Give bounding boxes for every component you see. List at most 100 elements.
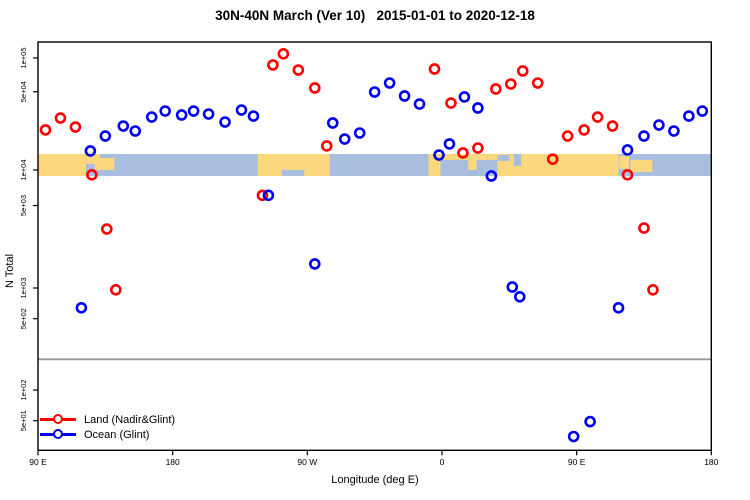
y-tick-label: 5e+01 [19, 410, 28, 431]
map-band-island [630, 159, 653, 173]
data-point-ocean [262, 189, 275, 202]
data-point-ocean [398, 90, 411, 102]
data-point-ocean [653, 119, 665, 131]
data-point-ocean [145, 111, 158, 123]
data-point-land [638, 222, 650, 234]
y-tick-label: 1e+02 [19, 379, 28, 400]
data-point-land [606, 120, 619, 132]
data-point-land [320, 140, 333, 152]
data-point-ocean [187, 105, 200, 117]
data-point-ocean [326, 117, 339, 129]
x-tick-label: 180 [704, 457, 718, 467]
data-point-land [621, 169, 634, 181]
data-point-land [578, 124, 590, 136]
data-point-land [546, 153, 559, 165]
map-band-water [497, 155, 510, 162]
y-axis-title: N Total [4, 253, 16, 288]
data-point-land [54, 112, 67, 124]
data-point-land [267, 59, 279, 71]
data-point-land [256, 189, 269, 202]
data-point-ocean [175, 109, 188, 121]
data-point-land [457, 147, 469, 159]
y-tick-label: 5e+04 [19, 81, 28, 102]
data-point-ocean [338, 133, 351, 145]
data-point-land [101, 223, 113, 235]
data-point-land [516, 65, 529, 77]
map-band-land [257, 153, 330, 176]
data-point-land [591, 111, 604, 123]
data-point-ocean [458, 91, 471, 103]
data-point-land [86, 169, 98, 181]
data-point-ocean [383, 77, 396, 89]
data-point-ocean [159, 105, 171, 117]
chart-title: 30N-40N March (Ver 10) 2015-01-01 to 202… [215, 8, 535, 23]
data-point-land [39, 124, 52, 136]
x-tick-label: 0 [440, 457, 445, 467]
data-point-ocean [99, 130, 112, 142]
data-point-ocean [638, 130, 650, 142]
data-point-land [445, 97, 457, 109]
map-band-island [84, 153, 101, 164]
y-tick-label: 1e+03 [19, 277, 28, 298]
data-point-land [472, 142, 484, 154]
data-point-ocean [513, 290, 526, 303]
data-point-ocean [433, 149, 445, 161]
legend-label-land: Land (Nadir&Glint) [84, 413, 176, 426]
legend-item-land: Land (Nadir&Glint) [40, 412, 175, 427]
data-point-ocean [129, 125, 142, 137]
data-point-land [647, 284, 659, 296]
data-point-ocean [202, 108, 215, 120]
legend-label-ocean: Ocean (Glint) [84, 428, 150, 441]
x-tick-label: 90 E [29, 457, 47, 467]
data-point-ocean [506, 281, 519, 293]
legend: Land (Nadir&Glint) Ocean (Glint) [40, 412, 175, 442]
data-point-land [292, 64, 305, 76]
map-band-water [513, 153, 522, 167]
data-point-land [531, 77, 544, 89]
data-point-ocean [584, 415, 596, 428]
data-point-ocean [696, 105, 709, 117]
x-axis-title: Longitude (deg E) [331, 474, 419, 486]
y-tick-label: 1e+04 [19, 159, 28, 180]
ocean-marker-icon [40, 429, 76, 440]
data-point-ocean [84, 145, 97, 157]
map-band-land [38, 153, 86, 176]
data-point-ocean [485, 170, 498, 182]
data-point-land [561, 130, 574, 142]
data-point-ocean [117, 120, 130, 132]
data-point-land [309, 82, 321, 94]
y-tick-label: 5e+02 [19, 308, 28, 329]
data-point-ocean [219, 116, 231, 128]
data-point-land [505, 78, 517, 90]
data-point-ocean [309, 258, 321, 270]
data-point-ocean [621, 144, 634, 156]
map-band-island [94, 157, 115, 171]
map-band-island [468, 159, 477, 171]
data-point-land [69, 121, 82, 133]
data-point-ocean [75, 301, 88, 314]
data-point-ocean [235, 104, 248, 116]
data-point-ocean [353, 127, 366, 139]
data-point-ocean [368, 86, 381, 98]
y-tick-label: 1e+05 [19, 47, 28, 68]
data-point-land [110, 284, 122, 296]
data-point-ocean [612, 301, 625, 314]
x-tick-label: 90 E [568, 457, 586, 467]
land-marker-icon [40, 414, 76, 425]
data-point-ocean [443, 138, 456, 150]
data-point-ocean [413, 98, 426, 110]
data-point-ocean [683, 110, 695, 122]
data-point-land [428, 63, 441, 75]
x-tick-label: 180 [166, 457, 180, 467]
data-point-ocean [668, 125, 680, 137]
data-point-ocean [567, 430, 580, 443]
data-point-land [490, 83, 502, 95]
map-band-water [281, 170, 305, 176]
legend-item-ocean: Ocean (Glint) [40, 427, 175, 442]
plot-border [37, 41, 712, 451]
map-band-island [619, 155, 630, 169]
data-point-land [277, 48, 290, 60]
data-point-ocean [247, 110, 260, 122]
